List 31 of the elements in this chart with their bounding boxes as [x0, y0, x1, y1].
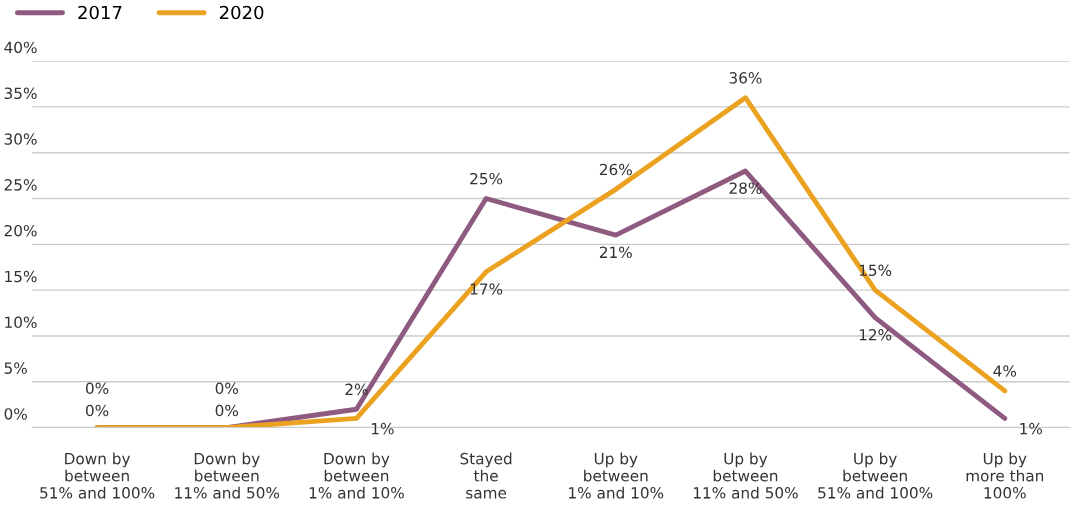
y-tick-label: 25% [4, 179, 37, 191]
data-label: 26% [599, 163, 632, 176]
x-tick-label: Down by between 51% and 100% [40, 452, 155, 499]
data-label: 25% [470, 172, 503, 185]
x-tick-label: Up by between 51% and 100% [818, 452, 933, 499]
x-tick-label: Stayed the same [460, 452, 512, 499]
x-tick-label: Down by between 11% and 50% [175, 452, 280, 499]
data-label: 21% [599, 246, 632, 259]
y-tick-label: 5% [4, 362, 27, 374]
data-label: 0% [215, 404, 239, 417]
y-tick-label: 10% [5, 316, 37, 329]
x-tick-label: Up by more than 100% [966, 452, 1044, 499]
data-label: 12% [859, 329, 892, 341]
x-tick-label: Up by between 1% and 10% [569, 452, 664, 499]
y-tick-label: 0% [4, 408, 27, 420]
y-tick-label: 15% [5, 270, 37, 283]
x-tick-label: Up by between 11% and 50% [693, 452, 798, 499]
legend-label: 2020 [219, 5, 264, 20]
data-label: 1% [372, 422, 394, 435]
legend-label: 2017 [78, 5, 122, 20]
y-tick-label: 20% [4, 224, 37, 237]
data-label: 0% [85, 382, 109, 395]
data-label: 36% [729, 72, 762, 84]
x-tick-label: Down by between 1% and 10% [309, 452, 404, 499]
y-tick-label: 40% [4, 41, 37, 54]
y-tick-label: 30% [4, 133, 37, 145]
data-label: 0% [85, 404, 109, 417]
y-tick-label: 35% [4, 87, 37, 100]
data-label: 4% [993, 365, 1017, 377]
data-label: 0% [215, 382, 239, 395]
data-label: 1% [1020, 422, 1043, 435]
